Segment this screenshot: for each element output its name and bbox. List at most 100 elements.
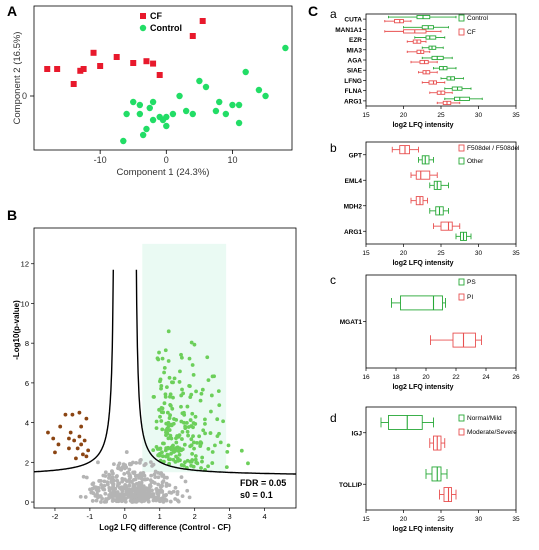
boxplot-x-tick-label: 20 — [422, 374, 430, 381]
volcano-point-down — [63, 412, 68, 417]
volcano-point-down — [56, 442, 61, 447]
pca-point-cf — [199, 18, 206, 24]
volcano-point-up — [215, 417, 220, 422]
volcano-point-up — [213, 443, 217, 448]
pca-point-control — [163, 122, 170, 130]
volcano-point-down — [84, 416, 89, 421]
volcano-point-up — [164, 428, 168, 433]
boxplot-subpanel-letter: b — [330, 141, 337, 155]
volcano-point-up — [166, 359, 171, 363]
volcano-point-up — [167, 461, 172, 466]
volcano-point-up — [160, 356, 165, 361]
boxplot-x-tick-label: 25 — [437, 112, 445, 119]
volcano-point-up — [210, 450, 215, 454]
boxplot-category-label: EML4 — [345, 178, 363, 185]
volcano-point-down — [81, 452, 85, 457]
boxplot-x-axis-label: log2 LFQ intensity — [392, 526, 453, 533]
volcano-point-up — [185, 458, 190, 463]
boxplot-box — [443, 487, 452, 502]
volcano-point-nonsignificant — [119, 485, 124, 490]
volcano-point-down — [68, 430, 73, 435]
volcano-point-up — [182, 463, 186, 468]
volcano-point-nonsignificant — [148, 460, 153, 465]
pca-point-cf — [70, 81, 77, 87]
volcano-x-tick-label: 4 — [262, 512, 266, 521]
volcano-point-up — [170, 406, 175, 411]
volcano-point-up — [168, 413, 173, 418]
volcano-point-down — [79, 424, 84, 429]
pca-point-control — [216, 98, 223, 106]
pca-point-control — [156, 113, 163, 121]
volcano-point-up — [189, 437, 194, 442]
volcano-point-nonsignificant — [167, 490, 172, 495]
volcano-point-up — [154, 426, 159, 431]
volcano-point-nonsignificant — [136, 473, 141, 478]
volcano-point-up — [163, 394, 168, 399]
boxplot-x-tick-label: 25 — [437, 516, 445, 523]
volcano-point-nonsignificant — [94, 493, 99, 498]
boxplot-subpanel-letter: d — [330, 411, 337, 425]
volcano-point-up — [203, 421, 207, 426]
boxplot-legend-marker — [458, 144, 465, 152]
volcano-point-up — [188, 444, 193, 449]
volcano-point-nonsignificant — [146, 499, 151, 504]
volcano-point-up — [170, 380, 174, 385]
volcano-point-up — [224, 465, 229, 470]
volcano-point-up — [200, 455, 205, 460]
volcano-point-down — [58, 424, 63, 429]
volcano-point-up — [166, 329, 171, 334]
volcano-point-up — [157, 350, 161, 355]
volcano-point-up — [197, 434, 202, 439]
boxplot-legend-marker — [458, 293, 465, 301]
boxplot-subpanel-letter: c — [330, 273, 336, 287]
pca-point-control — [282, 44, 289, 52]
pca-point-control — [149, 98, 157, 106]
volcano-point-up — [221, 419, 226, 424]
volcano-y-tick-label: 10 — [21, 299, 29, 308]
boxplot-legend-marker — [458, 278, 465, 286]
volcano-point-nonsignificant — [128, 479, 132, 484]
boxplot-legend-marker — [458, 14, 465, 22]
volcano-point-up — [195, 441, 199, 445]
pca-x-tick-label: -10 — [94, 155, 107, 165]
boxplot-box — [452, 332, 476, 348]
volcano-s0-annotation: s0 = 0.1 — [240, 490, 273, 500]
volcano-y-tick-label: 6 — [25, 379, 29, 388]
boxplot-panel-d: d 15 20 25 30 35 log2 LFQ intensity IGJ TOLLIP No… — [330, 406, 520, 533]
volcano-point-up — [164, 385, 169, 390]
boxplot-category-label: MGAT1 — [340, 319, 363, 326]
boxplot-panels: a 15 20 25 30 35 log2 LFQ intensity CUTA MAN1A1 E… — [330, 7, 520, 533]
boxplot-box — [431, 466, 442, 482]
volcano-point-nonsignificant — [96, 460, 100, 465]
pca-point-control — [139, 131, 147, 139]
boxplot-legend-marker — [458, 157, 465, 165]
volcano-point-up — [188, 418, 193, 422]
volcano-point-nonsignificant — [103, 491, 108, 496]
pca-point-control — [229, 101, 236, 109]
volcano-point-up — [200, 459, 204, 464]
pca-legend-control-marker — [139, 24, 147, 32]
boxplot-x-tick-label: 30 — [475, 112, 483, 119]
volcano-point-up — [165, 452, 170, 457]
volcano-point-nonsignificant — [134, 460, 139, 465]
volcano-point-nonsignificant — [161, 479, 166, 484]
volcano-point-nonsignificant — [127, 483, 132, 488]
volcano-point-down — [67, 446, 71, 451]
volcano-point-up — [178, 369, 182, 374]
volcano-point-nonsignificant — [117, 461, 122, 466]
pca-point-cf — [77, 67, 84, 74]
volcano-point-nonsignificant — [115, 478, 120, 483]
volcano-point-nonsignificant — [119, 467, 124, 472]
pca-point-cf — [44, 66, 51, 72]
volcano-point-nonsignificant — [156, 470, 161, 475]
volcano-point-nonsignificant — [185, 488, 190, 493]
volcano-point-nonsignificant — [142, 489, 147, 494]
volcano-x-tick-label: 1 — [158, 512, 162, 521]
volcano-point-nonsignificant — [168, 499, 173, 504]
volcano-point-nonsignificant — [128, 475, 133, 480]
volcano-point-nonsignificant — [81, 474, 86, 479]
volcano-point-nonsignificant — [101, 473, 106, 478]
volcano-point-up — [166, 436, 171, 441]
volcano-point-up — [194, 389, 198, 394]
